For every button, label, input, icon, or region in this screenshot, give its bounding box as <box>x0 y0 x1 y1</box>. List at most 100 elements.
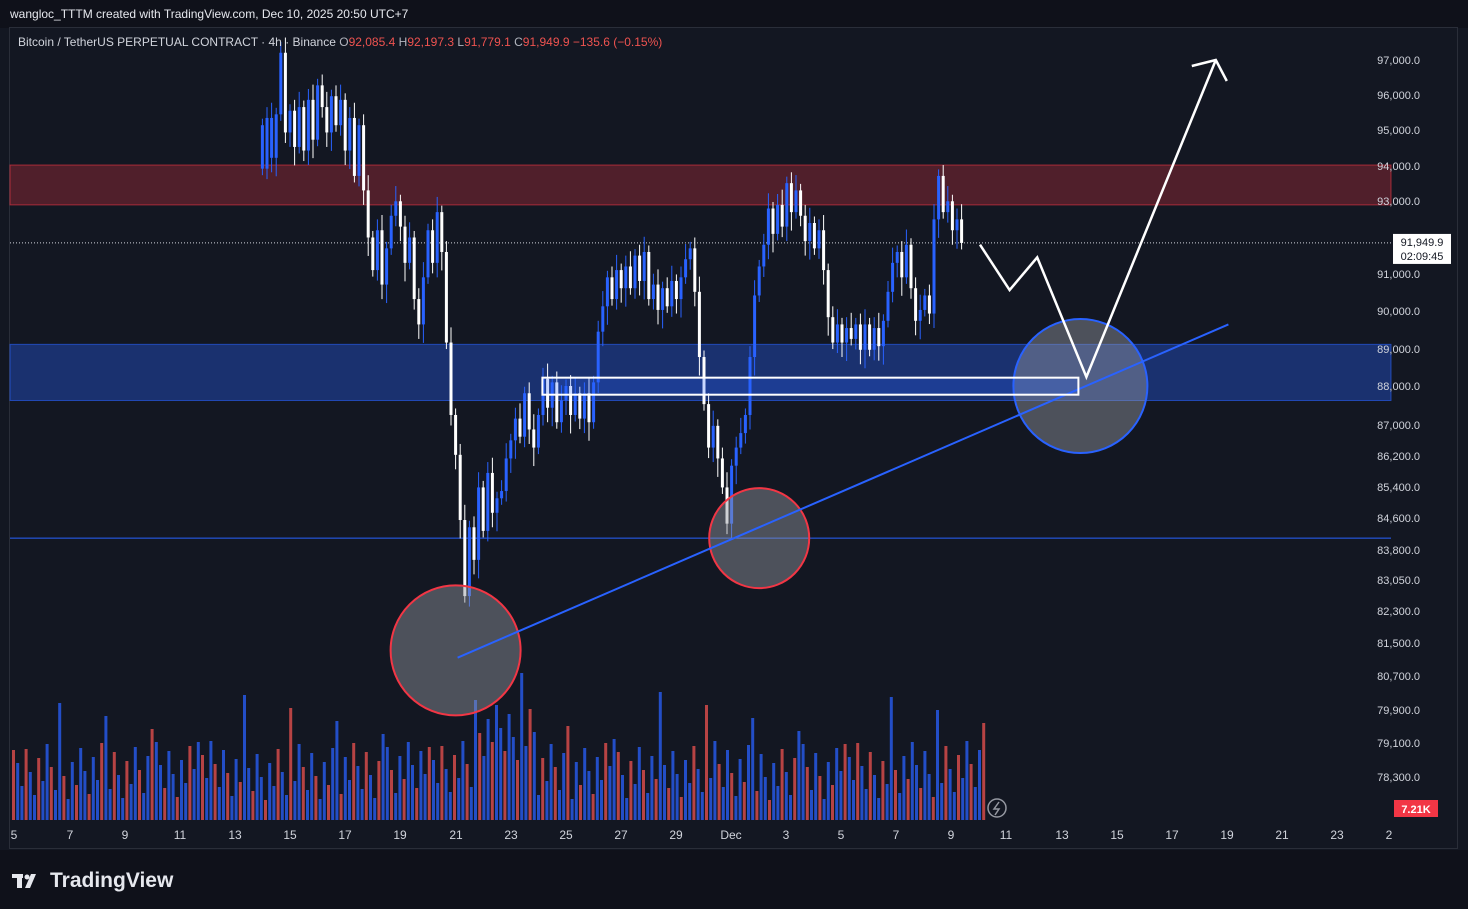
volume-bar <box>369 775 372 820</box>
candle-body <box>352 117 356 176</box>
candle-body <box>316 85 320 140</box>
volume-bar <box>154 742 158 820</box>
volume-bar <box>364 752 368 820</box>
volume-bar <box>12 750 15 820</box>
y-tick-label: 93,000.0 <box>1377 196 1420 208</box>
volume-bar <box>41 781 45 820</box>
volume-bar <box>104 716 108 820</box>
candle-body <box>270 117 274 158</box>
candle-body <box>780 204 784 227</box>
candle-body <box>693 248 697 292</box>
candle-body <box>688 248 692 260</box>
volume-bar <box>20 786 24 820</box>
candles-layer <box>260 37 964 607</box>
volume-bar <box>864 789 868 820</box>
volume-bar <box>898 793 902 820</box>
volume-bar <box>222 750 225 820</box>
last-price-value: 91,949.9 <box>1401 237 1444 249</box>
candle-body <box>794 190 798 213</box>
candle-body <box>339 99 343 126</box>
volume-bar <box>973 787 977 820</box>
candle-body <box>449 342 453 415</box>
y-tick-label: 89,000.0 <box>1377 344 1420 356</box>
x-tick-label: 23 <box>1330 828 1344 842</box>
volume-bar <box>566 726 570 820</box>
candle-body <box>601 306 605 332</box>
candle-body <box>716 425 720 459</box>
volume-bar <box>419 751 423 820</box>
candle-body <box>375 230 379 271</box>
volume-bar <box>520 673 524 820</box>
volume-bar <box>66 799 70 820</box>
candle-body <box>955 219 959 231</box>
volume-bar <box>415 788 419 820</box>
volume-bar <box>125 761 129 820</box>
x-tick-label: 21 <box>449 828 463 842</box>
candle-body <box>426 230 430 278</box>
candle-body <box>858 324 862 350</box>
x-tick-label: 2 <box>1386 828 1393 842</box>
tradingview-logo-icon <box>12 874 36 888</box>
volume-bar <box>574 762 578 820</box>
volume-bar <box>171 774 175 820</box>
candle-body <box>661 288 665 310</box>
candle-body <box>891 262 895 292</box>
price-axis: 97,000.0 96,000.0 95,000.0 94,000.0 93,000.0… <box>987 55 1451 818</box>
volume-bar <box>709 778 713 820</box>
volume-bar <box>427 747 431 820</box>
volume-bar <box>209 741 213 820</box>
candle-body <box>380 230 384 285</box>
chart-frame[interactable] <box>9 27 1458 849</box>
volume-bar <box>129 784 133 820</box>
volume-bar <box>70 762 74 820</box>
volume-bar <box>394 793 398 820</box>
volume-bar <box>457 778 461 820</box>
x-tick-label: 5 <box>11 828 18 842</box>
x-tick-label: 17 <box>1165 828 1179 842</box>
volume-bar <box>310 753 314 820</box>
volume-bar <box>822 799 826 820</box>
x-tick-label: 19 <box>393 828 407 842</box>
volume-bar <box>247 768 251 820</box>
volume-bar <box>243 695 246 820</box>
candle-body <box>734 447 738 466</box>
candle-body <box>536 414 540 448</box>
volume-bar <box>79 748 83 820</box>
volume-bar <box>490 742 494 820</box>
tradingview-brand[interactable]: TradingView <box>12 869 173 893</box>
volume-bar <box>537 795 540 820</box>
candle-body <box>279 52 283 115</box>
candle-body <box>854 324 858 339</box>
candle-body <box>950 201 954 231</box>
high-label: H <box>398 35 408 49</box>
x-tick-label: 11 <box>1000 828 1013 842</box>
candle-body <box>596 331 600 383</box>
volume-bar <box>700 792 704 820</box>
volume-bar <box>931 797 935 820</box>
candle-body <box>389 215 393 249</box>
volume-bar <box>381 734 385 820</box>
y-tick-label: 90,000.0 <box>1377 306 1420 318</box>
volume-bar <box>453 755 456 820</box>
x-tick-label: 15 <box>1110 828 1124 842</box>
volume-bar <box>133 747 137 820</box>
volume-bar <box>747 745 750 820</box>
x-tick-label: 13 <box>1055 828 1069 842</box>
volume-bar <box>436 783 440 820</box>
candle-body <box>665 288 669 307</box>
candle-body <box>467 527 471 597</box>
volume-bar <box>587 771 591 820</box>
candle-body <box>265 117 269 169</box>
volume-bar <box>847 757 851 820</box>
volume-bar <box>205 778 209 820</box>
candle-body <box>812 223 816 249</box>
volume-bar <box>961 778 965 820</box>
x-tick-label: 19 <box>1220 828 1234 842</box>
volume-bar <box>877 798 881 820</box>
candle-body <box>776 204 780 234</box>
brand-name: TradingView <box>50 869 174 892</box>
volume-bar <box>503 751 507 820</box>
volume-bar <box>671 751 675 820</box>
candle-body <box>927 295 931 314</box>
